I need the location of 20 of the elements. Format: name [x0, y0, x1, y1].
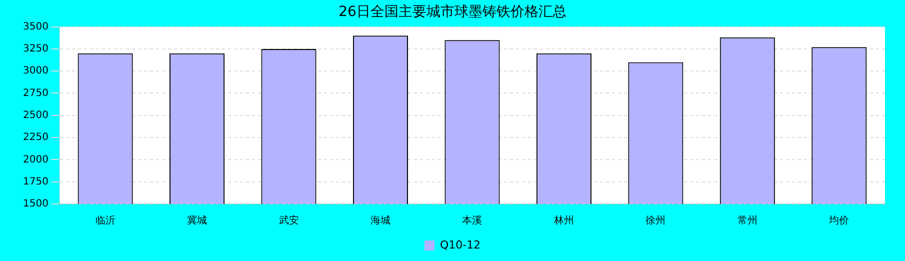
y-tick-label: 3250: [22, 44, 48, 55]
y-tick-label: 2000: [22, 154, 48, 166]
x-tick-label: 徐州: [646, 214, 666, 227]
x-tick-label: 武安: [278, 214, 299, 227]
y-tick-label: 2250: [22, 132, 48, 144]
x-tick-label: 冀城: [187, 214, 208, 227]
y-tick-label: 1750: [22, 176, 48, 188]
x-tick-label: 临沂: [95, 214, 116, 227]
y-tick-label: 2500: [22, 110, 48, 121]
x-tick-label: 本溪: [462, 214, 482, 227]
legend-label: Q10-12: [440, 238, 481, 252]
y-tick-label: 3000: [22, 66, 48, 77]
x-tick-label: 常州: [737, 214, 758, 227]
x-tick-label: 均价: [828, 214, 850, 227]
y-tick-label: 1500: [22, 198, 48, 210]
x-tick-label: 海城: [370, 214, 390, 227]
chart-title: 26日全国主要城市球墨铸铁价格汇总: [338, 4, 566, 20]
x-tick-label: 林州: [552, 214, 574, 227]
y-tick-label: 2750: [22, 88, 48, 99]
y-tick-label: 3500: [22, 21, 48, 32]
